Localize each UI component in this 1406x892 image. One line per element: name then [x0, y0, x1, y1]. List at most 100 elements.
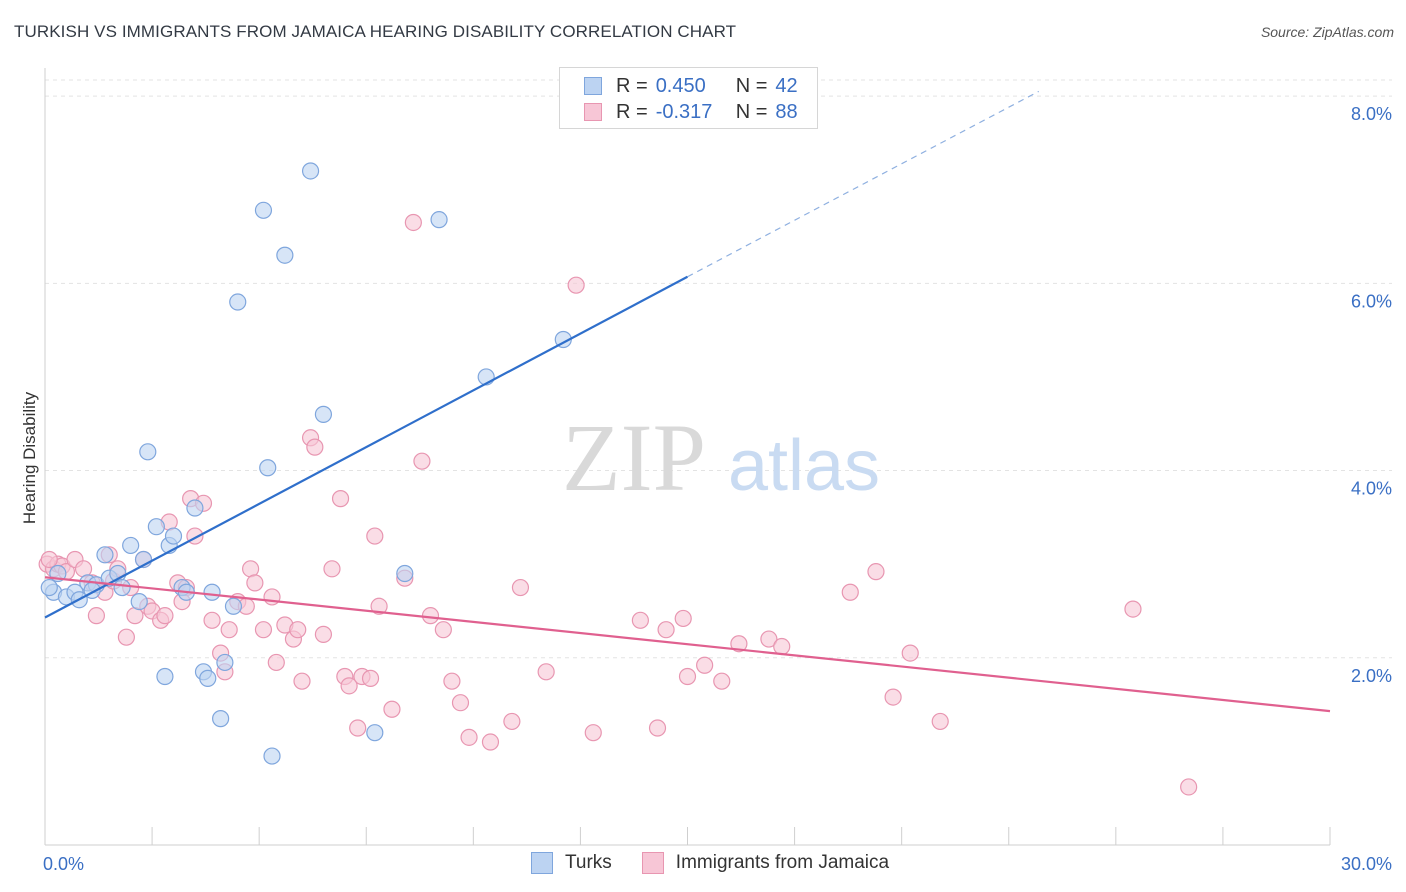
legend-swatch-turks [584, 77, 602, 95]
y-tick-label: 6.0% [1351, 291, 1392, 311]
x-tick-label-max: 30.0% [1341, 854, 1392, 874]
legend-n-label: N = [735, 100, 768, 123]
data-point-turks [96, 546, 114, 564]
data-point-jamaica [289, 621, 307, 639]
data-point-jamaica [713, 672, 731, 690]
data-point-jamaica [451, 694, 470, 712]
data-point-jamaica [203, 611, 221, 629]
bottom-swatch-jamaica [641, 852, 664, 874]
data-point-jamaica [361, 669, 380, 687]
watermark: ZIP atlas [562, 404, 880, 511]
legend-row-turks: R = 0.450 N = 42 [584, 73, 798, 99]
legend-n-value-jamaica: 88 [775, 100, 798, 123]
data-point-jamaica [254, 621, 273, 639]
data-point-jamaica [730, 635, 748, 653]
data-point-jamaica [657, 621, 675, 639]
trend-line-turks [44, 275, 689, 619]
data-point-jamaica [383, 700, 401, 718]
tick-labels: 2.0% 4.0% 6.0% 8.0% 0.0% 30.0% [43, 104, 1392, 874]
data-point-turks [366, 724, 384, 742]
chart-title: TURKISH VS IMMIGRANTS FROM JAMAICA HEARI… [14, 22, 737, 41]
y-tick-label: 8.0% [1351, 104, 1392, 124]
data-point-turks [199, 669, 217, 687]
data-point-jamaica [156, 607, 174, 625]
data-point-turks [122, 536, 140, 555]
legend-r-value-jamaica: -0.317 [655, 100, 713, 123]
data-point-jamaica [349, 719, 367, 737]
y-tick-label: 4.0% [1351, 479, 1392, 499]
data-point-jamaica [584, 724, 602, 742]
legend-r-label: R = [616, 74, 648, 97]
data-point-turks [430, 211, 448, 229]
data-point-jamaica [404, 213, 422, 232]
trend-line-jamaica [44, 576, 1331, 713]
data-point-jamaica [220, 621, 238, 639]
data-point-jamaica [434, 621, 452, 639]
data-point-turks [164, 527, 183, 545]
data-point-turks [203, 583, 221, 601]
data-point-turks [396, 564, 414, 583]
data-point-turks [147, 518, 165, 536]
data-point-jamaica [443, 672, 461, 690]
data-point-jamaica [678, 667, 697, 686]
data-point-turks [314, 405, 333, 423]
data-point-turks [259, 459, 277, 477]
data-point-turks [113, 578, 131, 597]
data-point-turks [254, 201, 273, 219]
data-point-jamaica [901, 644, 919, 662]
bottom-legend-jamaica: Immigrants from Jamaica [641, 852, 890, 874]
x-tick-label-min: 0.0% [43, 854, 84, 874]
series-name-turks: Turks [565, 852, 612, 873]
data-point-turks [156, 667, 174, 686]
data-point-turks [212, 710, 230, 728]
legend-swatch-jamaica [584, 103, 602, 121]
data-point-jamaica [511, 578, 530, 597]
data-point-jamaica [537, 663, 555, 681]
data-point-jamaica [117, 628, 135, 646]
series-turks-points [40, 162, 572, 765]
data-point-jamaica [884, 688, 902, 706]
data-point-jamaica [773, 637, 791, 656]
data-point-jamaica [267, 653, 285, 672]
data-point-jamaica [421, 607, 440, 625]
watermark-zip: ZIP [562, 404, 706, 511]
data-point-jamaica [631, 611, 649, 629]
data-point-jamaica [331, 490, 350, 508]
data-point-jamaica [370, 597, 388, 615]
data-point-jamaica [246, 574, 264, 592]
data-point-turks [139, 443, 157, 461]
watermark-atlas: atlas [728, 426, 880, 506]
legend-r-value-turks: 0.450 [655, 74, 706, 97]
legend-n-value-turks: 42 [775, 74, 798, 97]
data-point-turks [40, 578, 58, 597]
bottom-swatch-turks [531, 852, 553, 874]
data-point-turks [229, 293, 247, 311]
trend-line-turks-extension [687, 90, 1040, 278]
data-point-jamaica [413, 452, 431, 470]
data-point-jamaica [460, 728, 478, 746]
data-point-jamaica [306, 438, 324, 456]
data-point-jamaica [503, 712, 521, 731]
data-point-jamaica [1124, 600, 1142, 618]
source-label: Source: ZipAtlas.com [1260, 24, 1394, 40]
data-point-jamaica [293, 672, 311, 690]
data-point-turks [301, 162, 320, 180]
data-point-turks [216, 653, 234, 672]
data-point-jamaica [314, 625, 333, 643]
data-point-turks [186, 499, 204, 517]
legend-n-label: N = [735, 74, 768, 97]
data-point-turks [130, 593, 148, 611]
trend-lines [44, 90, 1331, 713]
axes [44, 68, 1331, 846]
bottom-legend: Turks Immigrants from Jamaica [531, 852, 919, 874]
data-point-jamaica [760, 630, 778, 648]
data-point-jamaica [696, 656, 714, 674]
series-name-jamaica: Immigrants from Jamaica [675, 852, 890, 873]
data-point-jamaica [931, 712, 949, 731]
data-point-jamaica [1180, 778, 1198, 796]
data-point-jamaica [323, 560, 341, 578]
data-point-turks [224, 597, 243, 615]
data-point-jamaica [567, 276, 585, 294]
legend-box: R = 0.450 N = 42 R = -0.317 N = 88 [559, 67, 818, 129]
